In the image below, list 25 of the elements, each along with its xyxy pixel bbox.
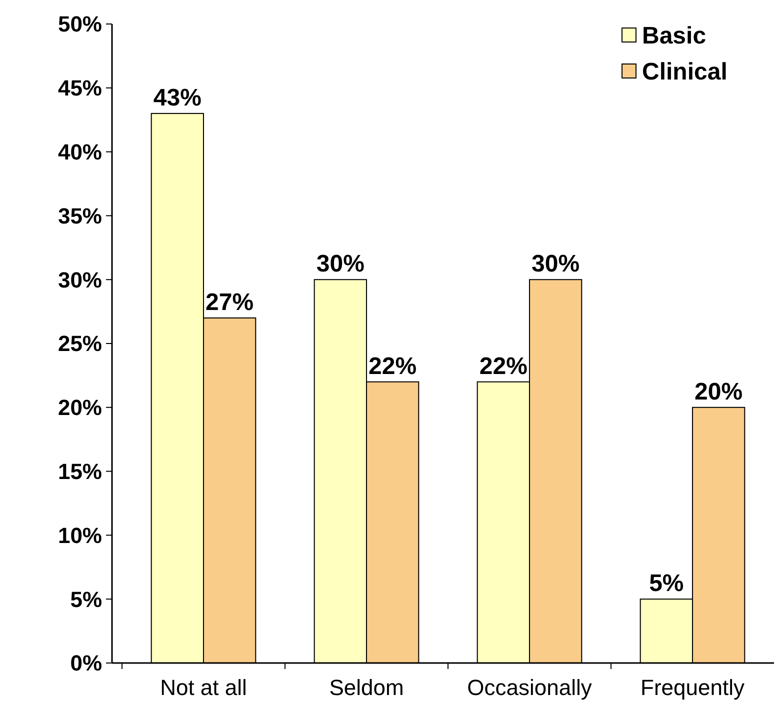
y-tick-label: 20% (58, 395, 102, 420)
data-label: 30% (316, 250, 364, 278)
y-tick-label: 25% (58, 331, 102, 356)
x-tick-label: Seldom (329, 675, 404, 700)
data-label: 20% (694, 378, 743, 406)
legend-label: Basic (642, 22, 706, 50)
y-tick-label: 50% (58, 12, 102, 37)
data-label: 30% (532, 250, 580, 278)
data-label: 22% (479, 352, 528, 380)
legend-label: Clinical (642, 58, 728, 86)
y-tick-label: 30% (58, 267, 102, 292)
y-tick-label: 10% (58, 522, 102, 548)
y-tick-label: 35% (58, 203, 102, 228)
y-tick-label: 15% (58, 459, 102, 484)
x-tick-label: Not at all (160, 675, 247, 700)
data-label: 22% (368, 352, 417, 380)
y-tick-label: 5% (70, 586, 102, 612)
y-tick-label: 45% (58, 76, 102, 101)
y-tick-label: 40% (58, 140, 102, 164)
x-tick-label: Occasionally (467, 675, 592, 700)
y-tick-label: 0% (70, 650, 102, 676)
x-tick-label: Frequently (640, 675, 744, 700)
data-label: 5% (649, 570, 684, 598)
data-label: 43% (153, 84, 202, 112)
data-label: 27% (206, 288, 254, 316)
